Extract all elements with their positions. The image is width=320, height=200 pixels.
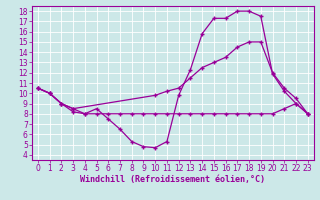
X-axis label: Windchill (Refroidissement éolien,°C): Windchill (Refroidissement éolien,°C) — [80, 175, 265, 184]
